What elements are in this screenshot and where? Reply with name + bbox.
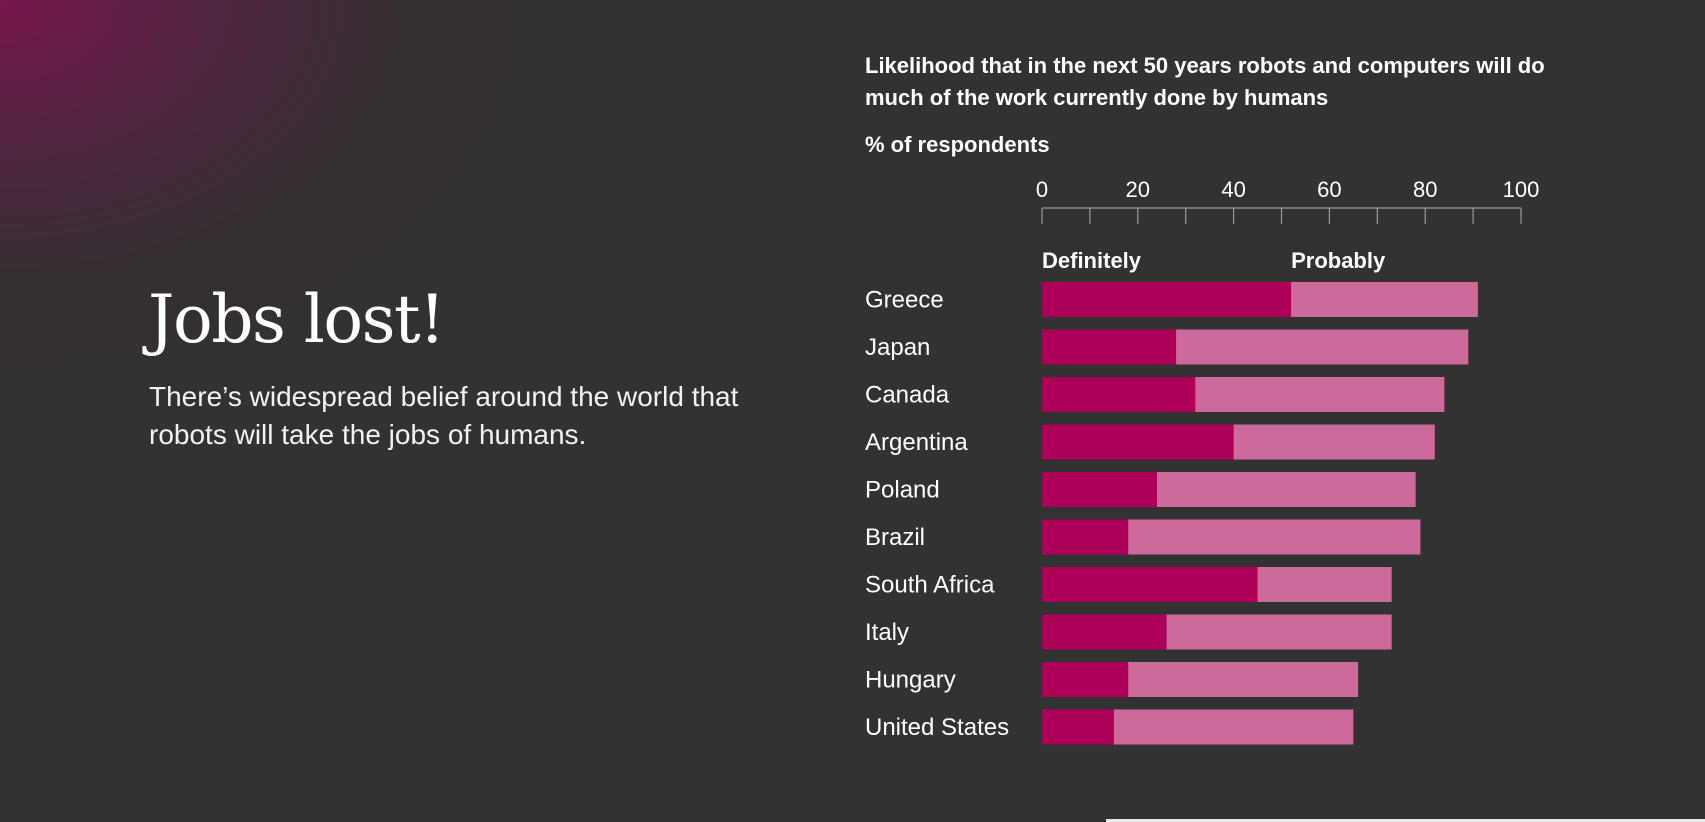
x-tick-label: 40 bbox=[1221, 177, 1245, 202]
bar-definitely bbox=[1042, 282, 1292, 317]
bar-probably bbox=[1128, 519, 1421, 555]
bar-definitely bbox=[1042, 472, 1157, 507]
category-label: Hungary bbox=[865, 667, 956, 694]
hero-subtitle: There’s widespread belief around the wor… bbox=[149, 381, 739, 450]
category-label: Japan bbox=[865, 334, 930, 361]
bar-probably bbox=[1291, 282, 1478, 317]
bar-definitely bbox=[1042, 519, 1129, 555]
category-label: South Africa bbox=[865, 572, 995, 599]
bar-definitely bbox=[1042, 377, 1196, 412]
bar-probably bbox=[1166, 614, 1392, 650]
bar-definitely bbox=[1042, 662, 1129, 697]
bar-definitely bbox=[1042, 709, 1114, 745]
x-tick-label: 60 bbox=[1317, 177, 1341, 202]
bar-probably bbox=[1113, 709, 1354, 745]
legend-label-definitely: Definitely bbox=[1042, 248, 1142, 273]
category-label: Italy bbox=[865, 619, 909, 646]
category-label: Canada bbox=[865, 382, 950, 409]
category-label: Greece bbox=[865, 287, 944, 314]
x-tick-label: 0 bbox=[1036, 177, 1048, 202]
bar-definitely bbox=[1042, 567, 1258, 602]
bar-probably bbox=[1257, 567, 1392, 602]
bar-probably bbox=[1233, 424, 1435, 460]
bar-probably bbox=[1156, 472, 1416, 507]
bar-definitely bbox=[1042, 614, 1167, 650]
x-tick-label: 80 bbox=[1413, 177, 1437, 202]
category-label: Poland bbox=[865, 477, 940, 504]
category-label: Argentina bbox=[865, 429, 968, 456]
bar-definitely bbox=[1042, 424, 1234, 460]
bar-definitely bbox=[1042, 329, 1177, 365]
category-label: Brazil bbox=[865, 524, 925, 551]
chart-unit-label: % of respondents bbox=[865, 132, 1050, 157]
bar-probably bbox=[1176, 329, 1469, 365]
category-label: United States bbox=[865, 714, 1009, 741]
x-tick-label: 100 bbox=[1503, 177, 1540, 202]
hero-title: Jobs lost! bbox=[148, 281, 446, 358]
bar-probably bbox=[1128, 662, 1359, 697]
legend-label-probably: Probably bbox=[1291, 248, 1386, 273]
bar-probably bbox=[1195, 377, 1445, 412]
footer-divider bbox=[1106, 819, 1705, 822]
chart-title: Likelihood that in the next 50 years rob… bbox=[865, 53, 1545, 110]
x-tick-label: 20 bbox=[1126, 177, 1150, 202]
